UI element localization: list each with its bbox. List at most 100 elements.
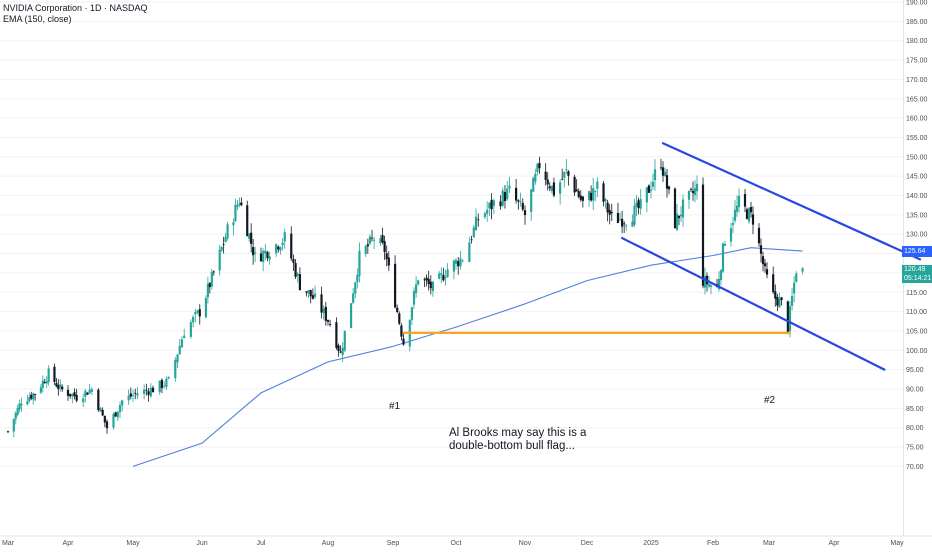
candle-body (780, 297, 783, 300)
candle-body (400, 325, 403, 337)
candle-body (112, 413, 115, 428)
candle-body (701, 184, 705, 286)
candle-body (673, 188, 677, 229)
candle-body (639, 199, 642, 209)
candle-body (412, 290, 416, 305)
candle-body (16, 407, 19, 415)
candle-body (532, 178, 535, 192)
candle-body (681, 199, 685, 218)
candle-body (33, 394, 37, 395)
candle-body (661, 167, 665, 176)
indicator-title[interactable]: EMA (150, close) (3, 14, 72, 24)
candle-body (309, 289, 312, 297)
candle-body (538, 162, 541, 169)
candle-body (749, 207, 753, 213)
price-tick-label: 145.00 (906, 174, 928, 181)
price-scale[interactable]: 70.00 75.00 80.00 85.00 90.00 95.00 100.00 105.… (906, 0, 928, 471)
candle-body (719, 270, 723, 281)
candle-body (499, 201, 502, 207)
candle-body (204, 298, 208, 318)
candle-body (381, 235, 384, 243)
time-tick-label: Aug (322, 540, 335, 547)
candle-body (647, 185, 651, 193)
candle-body (425, 277, 428, 281)
ema-price-tag: 125.64 (902, 245, 932, 257)
candle-body (695, 183, 699, 192)
candle-body (501, 190, 504, 206)
candle-body (88, 389, 91, 394)
candlesticks (6, 156, 804, 438)
candle-body (250, 232, 253, 244)
candle-body (20, 403, 23, 406)
candle-body (438, 273, 441, 279)
candle-body (454, 259, 458, 264)
candle-body (222, 244, 225, 245)
candle-body (131, 395, 135, 396)
candle-body (53, 366, 56, 382)
candle-body (196, 310, 199, 313)
price-tick-label: 135.00 (906, 212, 928, 219)
candle-body (488, 202, 491, 209)
candle-body (778, 298, 781, 308)
candle-body (733, 209, 737, 221)
candle-body (129, 393, 132, 397)
candle-body (103, 415, 106, 423)
candle-body (127, 395, 130, 401)
candle-body (561, 178, 564, 180)
time-scale[interactable]: Mar Apr May Jun Jul Aug Sep Oct Nov Dec 2025 Feb Mar… (0, 535, 932, 547)
candle-body (298, 274, 302, 291)
time-tick-label: Mar (2, 540, 15, 547)
candle-body (649, 189, 653, 191)
candle-body (431, 281, 434, 292)
time-tick-label: Oct (451, 540, 462, 547)
candle-body (788, 306, 792, 332)
symbol-title[interactable]: NVIDIA Corporation · 1D · NASDAQ (3, 3, 148, 13)
price-tick-label: 105.00 (906, 328, 928, 335)
candle-body (417, 280, 420, 285)
candle-body (189, 322, 192, 337)
candle-body (687, 190, 691, 200)
ema-150-line (132, 247, 803, 467)
price-tick-label: 190.00 (906, 0, 928, 7)
candle-body (26, 401, 29, 405)
candle-body (745, 209, 749, 219)
candle-body (220, 246, 223, 251)
candle-body (118, 405, 122, 413)
candle-body (691, 190, 695, 194)
candle-body (536, 163, 539, 172)
candle-body (761, 256, 765, 265)
candle-body (534, 173, 537, 182)
candle-body (55, 383, 58, 387)
candle-body (645, 187, 648, 203)
price-tick-label: 100.00 (906, 348, 928, 355)
price-tick-label: 80.00 (906, 425, 924, 432)
note-line-1: Al Brooks may say this is a (449, 427, 587, 439)
candle-body (776, 296, 779, 306)
candle-body (160, 379, 164, 389)
candle-body (765, 269, 769, 275)
candle-body (136, 393, 139, 396)
candle-body (379, 238, 382, 244)
candle-body (793, 282, 796, 294)
price-tick-label: 150.00 (906, 154, 928, 161)
candle-body (446, 269, 449, 278)
candle-body (41, 380, 44, 388)
candle-body (751, 214, 755, 225)
price-tick-label: 155.00 (906, 135, 928, 142)
candle-body (105, 421, 109, 429)
candle-body (183, 335, 186, 339)
price-tick-label: 85.00 (906, 406, 924, 413)
candle-body (396, 307, 399, 313)
candle-body (167, 376, 170, 379)
candle-body (47, 368, 50, 383)
candle-body (259, 253, 263, 262)
candle-body (307, 290, 310, 294)
candle-body (398, 313, 401, 324)
candle-body (477, 219, 480, 221)
candle-body (492, 200, 495, 207)
annotation-note: Al Brooks may say this is a double-botto… (449, 427, 586, 453)
candle-body (268, 256, 271, 260)
candle-body (366, 244, 369, 247)
